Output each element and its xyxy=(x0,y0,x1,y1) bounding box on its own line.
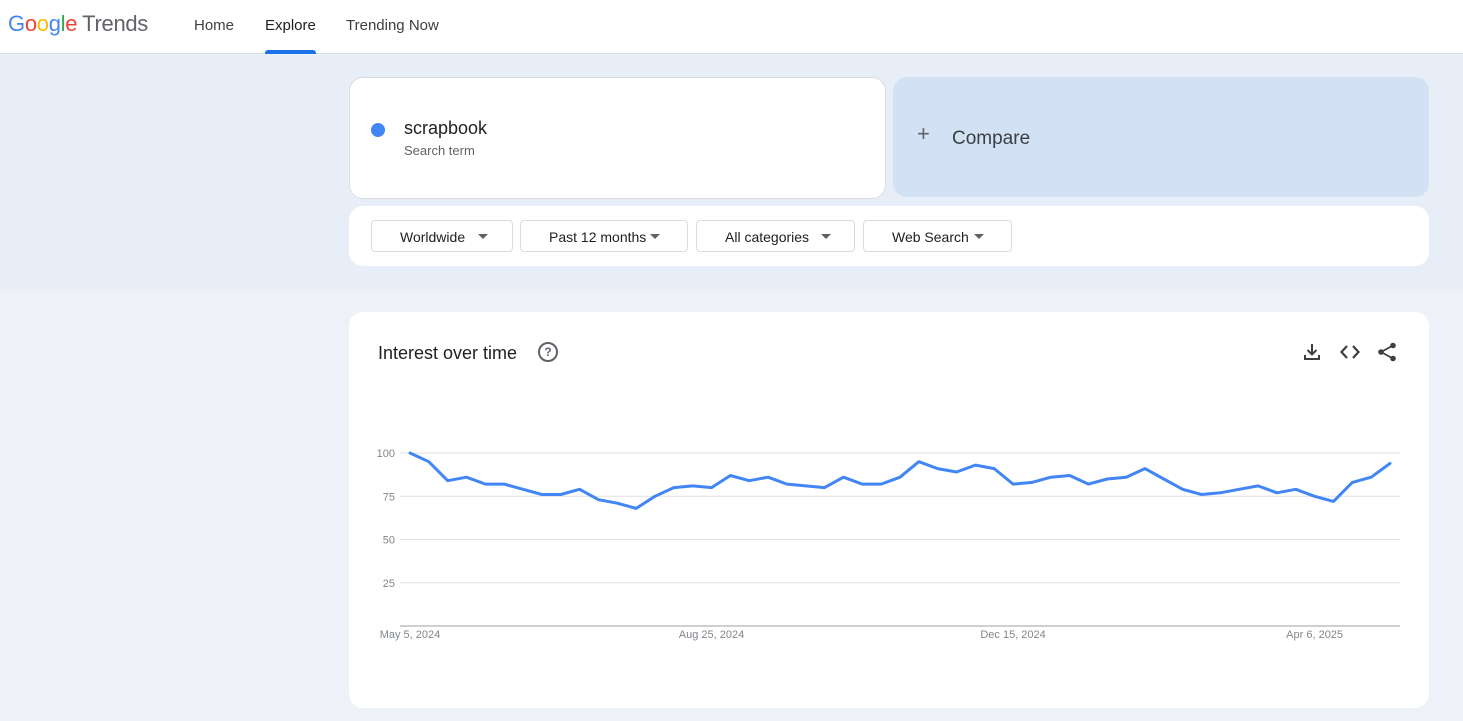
nav-home[interactable]: Home xyxy=(194,17,235,34)
search-term-name[interactable]: scrapbook xyxy=(404,118,488,138)
y-tick-label: 75 xyxy=(383,491,395,503)
search-type-filter-dropdown[interactable]: Web Search xyxy=(863,220,1012,252)
active-tab-indicator xyxy=(265,50,316,54)
region-filter-dropdown[interactable]: Worldwide xyxy=(371,220,513,252)
interest-over-time-card: Interest over time ? 100 75 50 25 May 5, 202… xyxy=(349,312,1429,708)
logo-letter: e xyxy=(65,11,78,36)
search-term-card[interactable]: scrapbook Search term xyxy=(349,77,886,199)
filter-bar: Worldwide Past 12 months All categories … xyxy=(349,206,1429,266)
x-tick-label: Dec 15, 2024 xyxy=(980,629,1045,641)
dropdown-caret-icon xyxy=(821,234,831,239)
search-type-filter-label: Web Search xyxy=(892,229,969,245)
compare-button[interactable]: + Compare xyxy=(893,77,1429,197)
term-color-dot xyxy=(371,123,385,137)
nav-trending-now[interactable]: Trending Now xyxy=(346,17,439,34)
logo-letter: g xyxy=(48,11,61,36)
time-range-filter-label: Past 12 months xyxy=(549,229,647,245)
category-filter-dropdown[interactable]: All categories xyxy=(696,220,855,252)
plus-icon: + xyxy=(917,121,930,146)
y-tick-label: 100 xyxy=(377,448,395,460)
dropdown-caret-icon xyxy=(478,234,488,239)
nav-explore[interactable]: Explore xyxy=(265,17,316,34)
logo-product-name: Trends xyxy=(82,11,149,36)
dropdown-caret-icon xyxy=(650,234,660,239)
series-line-scrapbook xyxy=(408,451,1392,510)
logo-letter: o xyxy=(24,11,37,36)
top-bar: Google Trends Home Explore Trending Now xyxy=(0,0,1463,54)
google-trends-logo[interactable]: Google Trends xyxy=(8,11,148,37)
time-range-filter-dropdown[interactable]: Past 12 months xyxy=(520,220,688,252)
region-filter-label: Worldwide xyxy=(400,229,466,245)
share-icon[interactable] xyxy=(1376,341,1398,363)
x-tick-label: May 5, 2024 xyxy=(380,629,441,641)
interest-chart: 100 75 50 25 May 5, 2024 Aug 25, 2024 Dec 15, … xyxy=(377,448,1400,641)
chart-title: Interest over time xyxy=(378,343,518,363)
logo-letter: G xyxy=(8,11,25,36)
dropdown-caret-icon xyxy=(974,234,984,239)
y-tick-label: 50 xyxy=(383,535,395,547)
x-tick-label: Apr 6, 2025 xyxy=(1286,629,1343,641)
category-filter-label: All categories xyxy=(725,229,810,245)
logo-letter: l xyxy=(60,11,66,36)
embed-code-icon[interactable] xyxy=(1339,341,1361,363)
download-icon[interactable] xyxy=(1301,341,1323,363)
search-term-type: Search term xyxy=(404,143,475,158)
help-icon[interactable]: ? xyxy=(538,342,558,362)
logo-letter: o xyxy=(36,11,49,36)
x-tick-label: Aug 25, 2024 xyxy=(679,629,744,641)
y-tick-label: 25 xyxy=(383,578,395,590)
compare-label: Compare xyxy=(952,128,1031,149)
